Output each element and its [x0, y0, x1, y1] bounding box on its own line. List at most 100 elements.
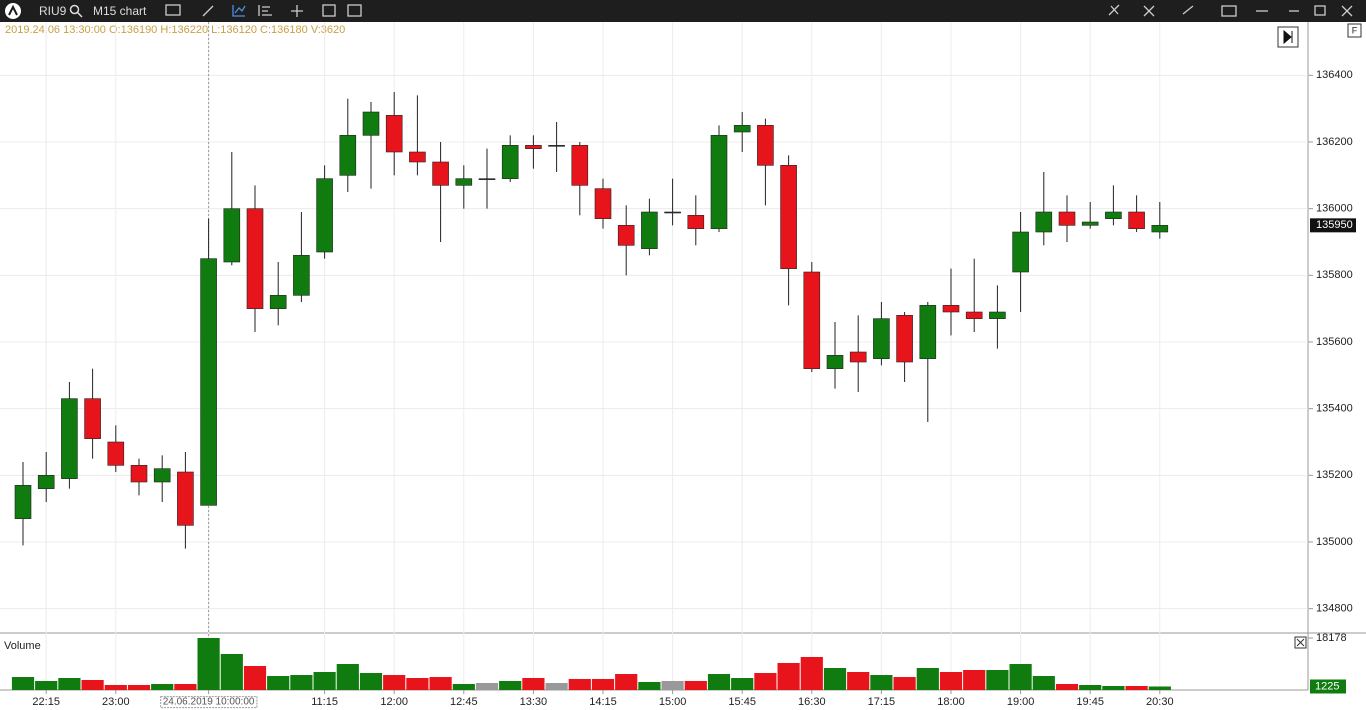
volume-bar — [359, 673, 383, 690]
volume-bar — [847, 672, 870, 690]
volume-bar — [452, 683, 475, 690]
jump-icon — [1283, 29, 1293, 45]
volume-bar — [1102, 685, 1125, 690]
volume-bar — [429, 677, 452, 690]
candle-body — [107, 441, 125, 466]
volume-bar — [406, 677, 429, 690]
volume-bar — [893, 677, 916, 690]
volume-bar — [267, 676, 290, 690]
candle-body — [733, 125, 751, 133]
y-tick-label: 135800 — [1316, 269, 1353, 281]
candle-body — [1058, 211, 1076, 226]
candle-body — [177, 471, 194, 526]
volume-bar — [777, 662, 800, 690]
logo[interactable] — [2, 0, 24, 22]
x-tick-label: 12:00 — [380, 696, 408, 708]
candle-body — [1105, 211, 1122, 219]
volume-bar — [11, 677, 35, 690]
search-icon[interactable] — [69, 4, 83, 18]
x-tick-label: 22:15 — [32, 696, 60, 708]
x-tick-label: 14:15 — [589, 696, 617, 708]
candle-body — [594, 188, 612, 219]
candle-body — [710, 135, 728, 229]
symbol[interactable]: RIU9 — [39, 4, 67, 18]
candle-body — [617, 225, 635, 246]
candle-body — [1128, 211, 1145, 229]
volume-bar — [731, 677, 754, 690]
volume-bar — [174, 683, 197, 690]
volume-bar — [81, 679, 104, 690]
candle-body — [664, 211, 681, 214]
volume-bar — [1079, 684, 1102, 690]
volume-bar — [151, 683, 174, 690]
y-tick-label: 134800 — [1316, 603, 1353, 615]
timeframe[interactable]: M15 chart — [93, 4, 147, 18]
x-tick-label: 18:00 — [937, 696, 965, 708]
volume-bar — [1032, 676, 1055, 690]
candle-body — [1012, 231, 1029, 273]
last-volume: 1225 — [1315, 680, 1339, 692]
volume-bar — [290, 675, 313, 690]
candle-body — [362, 111, 380, 136]
x-tick-label: 19:00 — [1007, 696, 1035, 708]
candle-body — [525, 145, 542, 149]
volume-bar — [336, 663, 359, 690]
volume-bar — [661, 680, 684, 690]
volume-bar — [383, 675, 406, 690]
candle-body — [896, 315, 913, 363]
volume-bar — [127, 684, 151, 690]
x-tick-label: 13:30 — [520, 696, 548, 708]
candle-body — [501, 145, 519, 179]
last-volume-box — [1310, 679, 1346, 694]
volume-bar — [754, 673, 777, 690]
volume-bar — [243, 665, 267, 690]
candle-body — [849, 351, 867, 363]
candle-body — [780, 165, 797, 269]
volume-bar — [58, 677, 81, 690]
candle-body — [84, 398, 101, 439]
volume-bar — [638, 681, 661, 690]
y-tick-label: 136000 — [1316, 203, 1353, 215]
candle-body — [339, 135, 357, 176]
candle-body — [37, 475, 55, 489]
x-tick-label: 23:00 — [102, 696, 130, 708]
volume-title: Volume — [4, 640, 41, 652]
candle-body — [409, 151, 426, 163]
x-tick-label: 12:45 — [450, 696, 478, 708]
candle-body — [641, 211, 658, 249]
volume-bar — [220, 653, 243, 690]
volume-bar — [963, 670, 986, 690]
candle-body — [942, 305, 960, 313]
candle-body — [989, 311, 1006, 319]
x-tick-label: 16:30 — [798, 696, 826, 708]
toolbar-icons — [165, 4, 1353, 17]
x-tick-label: 15:00 — [659, 696, 687, 708]
volume-bar — [823, 668, 847, 690]
volume-bar — [35, 680, 58, 690]
volume-bar — [313, 672, 336, 690]
x-tick-label: 24.06.2019 10:00:00 — [163, 697, 255, 708]
volume-bar — [522, 677, 545, 690]
candle-body — [316, 178, 333, 253]
candle-body — [965, 311, 983, 319]
candle-body — [1035, 211, 1053, 233]
candle-body — [269, 295, 287, 309]
volume-bar — [475, 682, 499, 690]
volume-bar — [684, 680, 707, 690]
f-button[interactable] — [1347, 23, 1362, 38]
candle-body — [919, 305, 937, 359]
candle-body — [130, 465, 148, 483]
x-tick-label: 20:30 — [1146, 696, 1174, 708]
volume-bar — [499, 680, 522, 690]
candle-body — [293, 255, 310, 296]
candle-body — [478, 178, 496, 180]
candle-body — [687, 215, 705, 229]
volume-bar — [916, 668, 939, 690]
candle-body — [246, 208, 264, 309]
volume-bar — [1009, 663, 1032, 690]
toolbar: RIU9 M15 chart — [0, 0, 1366, 22]
candle-body — [153, 468, 171, 483]
candle-body — [455, 178, 473, 186]
y-tick-label: 135600 — [1316, 336, 1353, 348]
candle-body — [1151, 225, 1169, 233]
